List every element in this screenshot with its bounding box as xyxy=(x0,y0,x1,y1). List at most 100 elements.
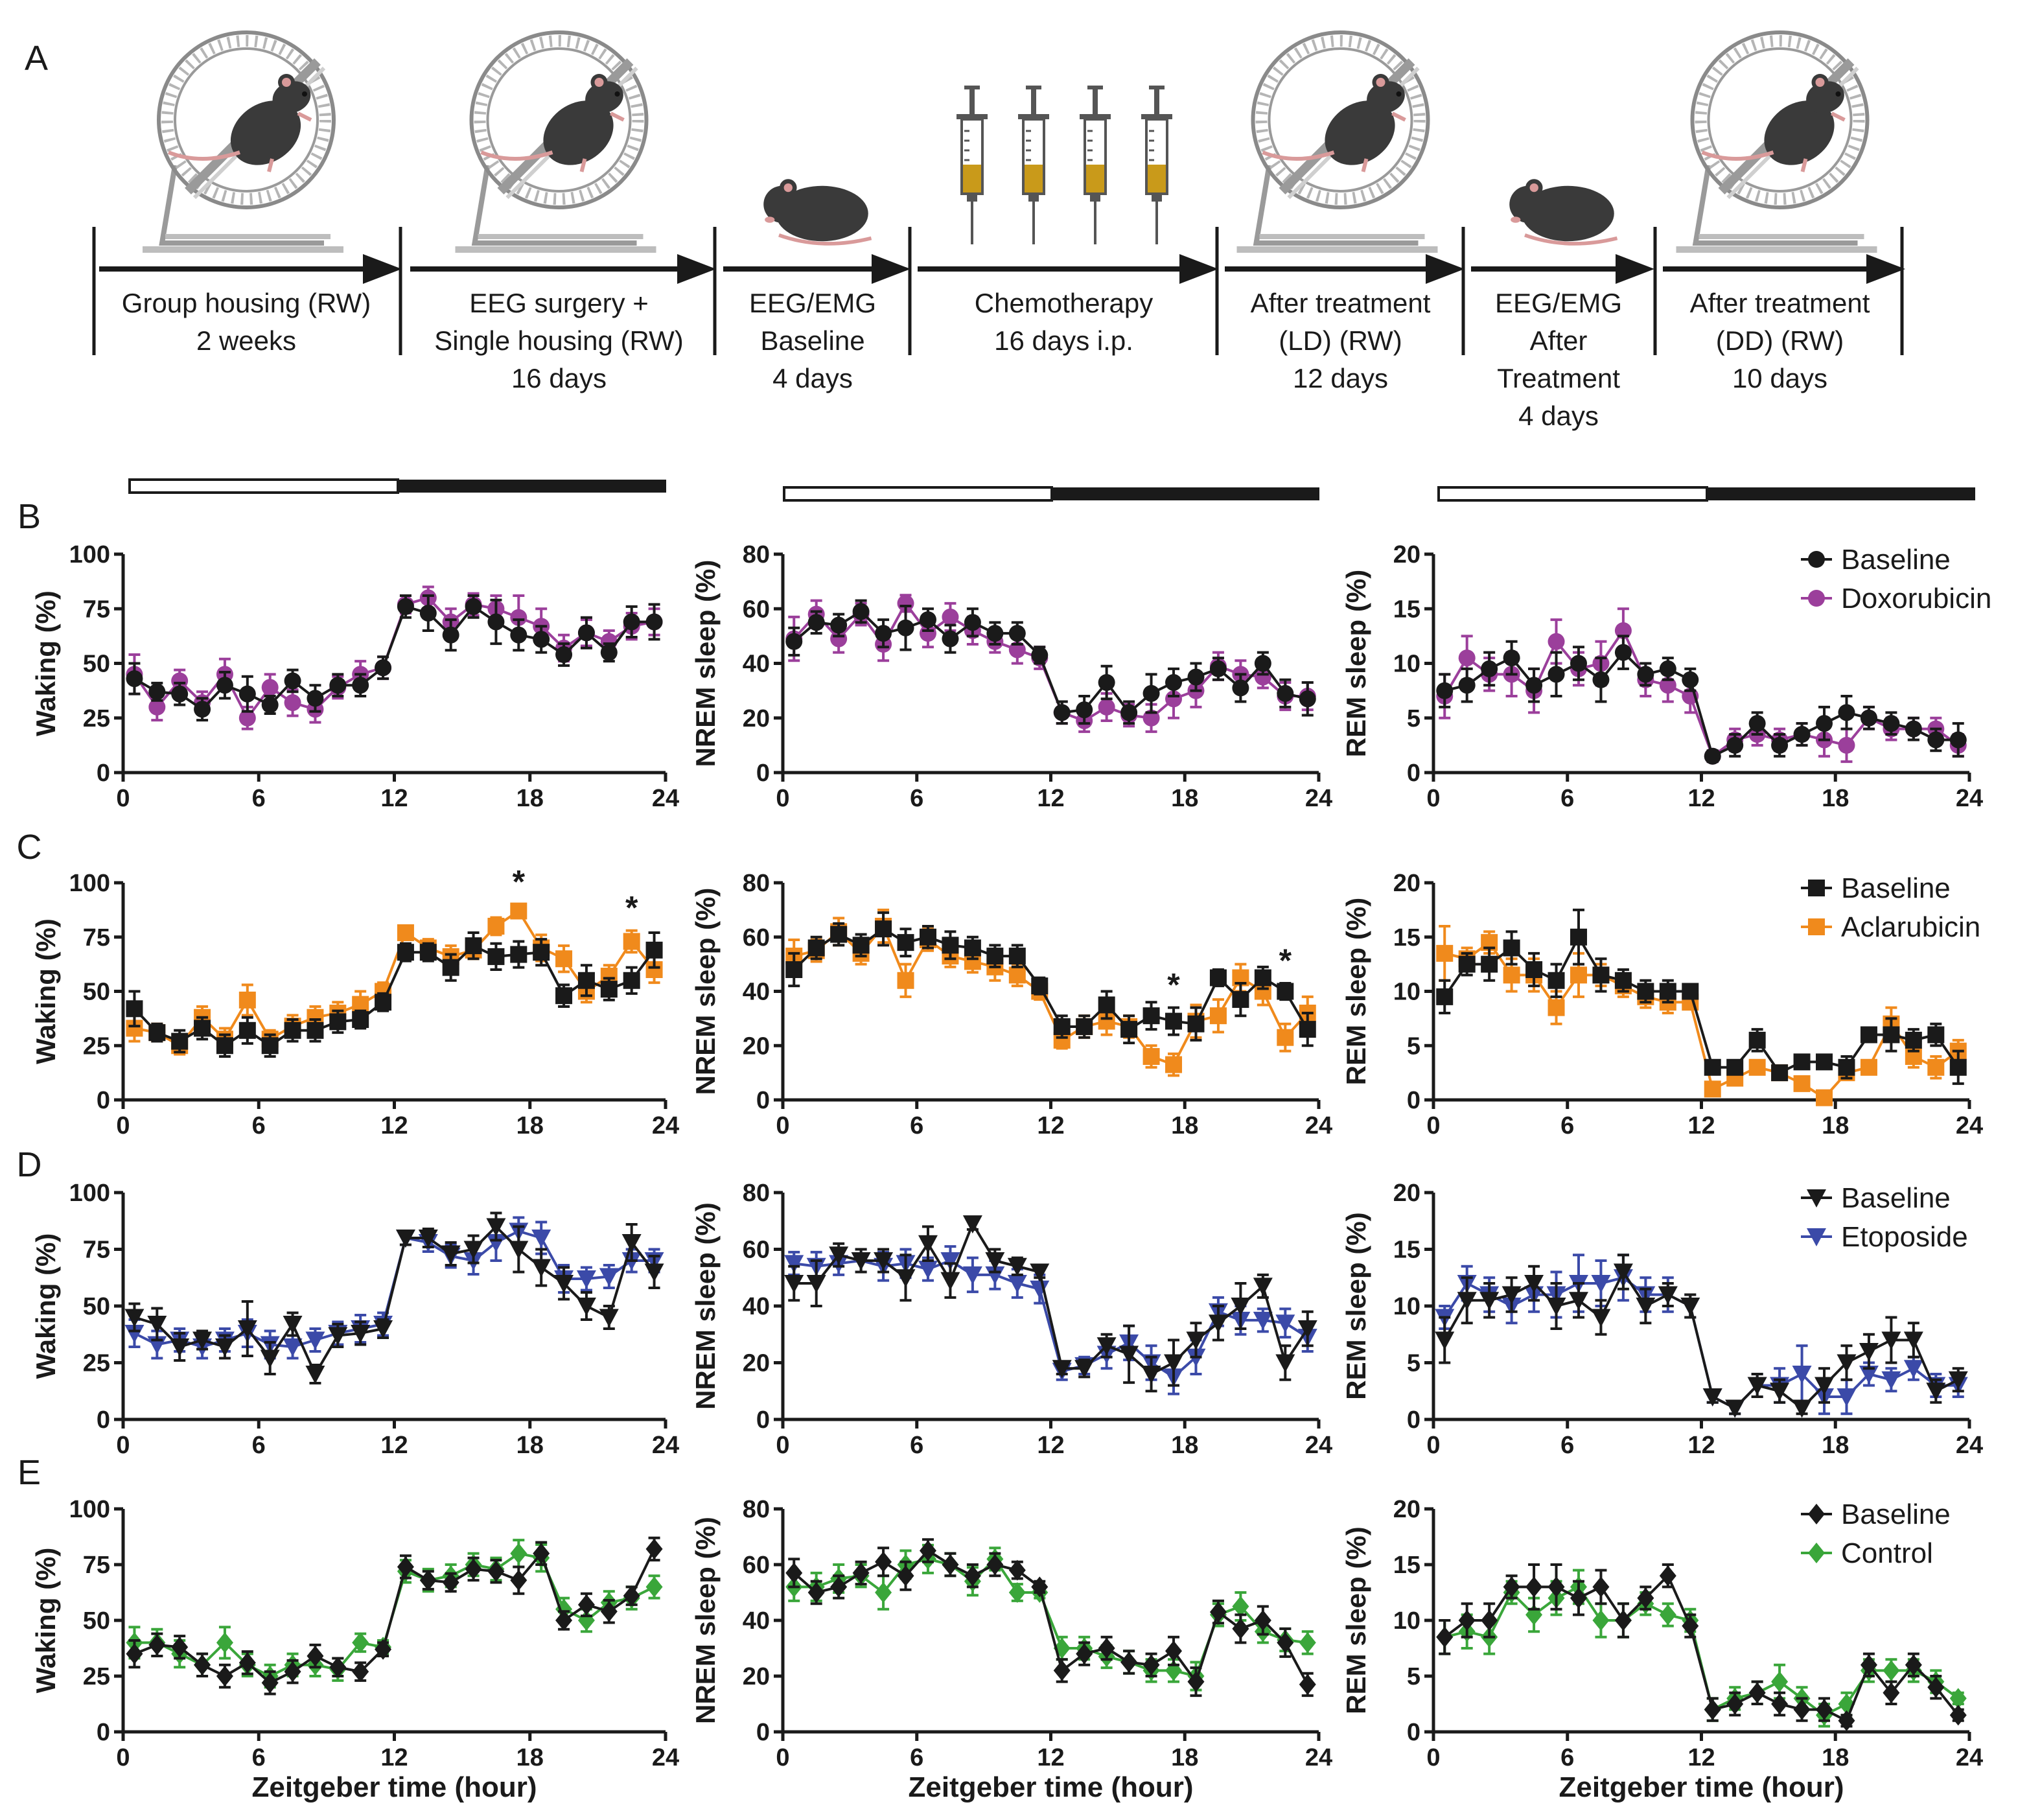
legend-item-baseline: Baseline xyxy=(1801,544,1951,576)
y-tick-label: 10 xyxy=(1393,979,1420,1006)
data-point xyxy=(1816,1699,1833,1720)
data-point xyxy=(1881,1371,1901,1390)
stage-label-line: Group housing (RW) xyxy=(122,288,371,318)
data-point xyxy=(1501,1286,1522,1305)
timeline-arrow-head-icon xyxy=(1179,254,1218,284)
data-point xyxy=(352,677,369,694)
data-point xyxy=(964,1565,981,1587)
timeline-arrow-head-icon xyxy=(1426,254,1465,284)
data-point xyxy=(194,701,211,718)
data-point xyxy=(599,1268,619,1287)
data-point xyxy=(171,1637,189,1658)
x-tick-label: 24 xyxy=(1956,1432,1983,1459)
data-point xyxy=(1927,1677,1945,1698)
data-point xyxy=(962,1215,982,1234)
data-point xyxy=(1299,1674,1316,1695)
data-point xyxy=(1525,1576,1543,1598)
data-point xyxy=(1570,966,1587,984)
data-point xyxy=(1254,969,1271,986)
data-point xyxy=(375,1639,392,1660)
data-point xyxy=(237,1320,257,1338)
data-point xyxy=(1187,668,1205,686)
data-point xyxy=(510,1543,528,1564)
data-point xyxy=(238,991,256,1009)
data-point xyxy=(1883,1660,1900,1681)
data-point xyxy=(1299,690,1316,708)
data-point xyxy=(418,1230,438,1248)
x-tick-label: 6 xyxy=(1560,1744,1574,1771)
data-point xyxy=(1231,1298,1251,1316)
data-point xyxy=(171,685,189,703)
y-tick-label: 40 xyxy=(743,651,770,678)
stage-label-line: Chemotherapy xyxy=(975,288,1153,318)
data-point xyxy=(555,987,573,1005)
x-tick-label: 6 xyxy=(252,785,266,812)
legend: Baseline Doxorubicin xyxy=(1801,544,1991,614)
data-point xyxy=(1119,1346,1139,1364)
data-point xyxy=(1436,682,1454,699)
data-point xyxy=(284,672,301,690)
y-tick-label: 0 xyxy=(97,1719,110,1746)
data-point xyxy=(1232,679,1249,697)
data-point xyxy=(1503,966,1520,984)
data-point xyxy=(1726,1058,1744,1076)
data-point xyxy=(397,598,414,615)
data-point xyxy=(576,1298,596,1316)
data-point xyxy=(942,1554,959,1575)
data-point xyxy=(897,972,914,989)
data-point xyxy=(964,614,981,631)
data-point xyxy=(1142,1654,1160,1675)
series-line xyxy=(1443,629,1959,758)
data-point xyxy=(1481,660,1498,677)
data-point xyxy=(1808,1543,1825,1563)
series-baseline xyxy=(124,1211,664,1384)
y-tick-label: 0 xyxy=(1407,1719,1420,1746)
legend: Baseline Etoposide xyxy=(1801,1182,1968,1253)
data-point xyxy=(1659,660,1676,677)
x-tick-label: 0 xyxy=(1426,1744,1440,1771)
series-baseline xyxy=(1436,635,1967,765)
significance-star: * xyxy=(1279,942,1292,979)
timeline-stage-3: EEG/EMG Baseline 4 days xyxy=(723,179,910,393)
data-point xyxy=(1837,1354,1857,1373)
data-point xyxy=(1614,1610,1632,1631)
data-point xyxy=(216,1632,233,1653)
data-point xyxy=(1548,999,1565,1016)
stage-label-line: Treatment xyxy=(1497,363,1620,393)
timeline-stage-7: After treatment (DD) (RW) 10 days xyxy=(1663,32,1905,393)
x-tick-label: 24 xyxy=(652,1112,679,1139)
series-doxorubicin xyxy=(1436,607,1967,765)
data-point xyxy=(554,1275,574,1293)
series-baseline xyxy=(126,1536,663,1696)
data-point xyxy=(623,972,640,989)
data-point xyxy=(1481,1610,1498,1631)
data-point xyxy=(807,1582,825,1603)
y-tick-label: 60 xyxy=(743,1237,770,1264)
data-point xyxy=(1815,1377,1835,1395)
data-point xyxy=(1748,1058,1766,1076)
data-point xyxy=(1704,1080,1721,1098)
chart-e-2: 0 20 40 60 80 0 6 12 18 24 NREM sleep (%) Zeitgeber… xyxy=(690,1496,1332,1803)
syringe-icon xyxy=(955,84,989,246)
y-tick-label: 25 xyxy=(83,1350,110,1377)
data-point xyxy=(329,1013,347,1031)
data-point xyxy=(170,1338,190,1357)
x-tick-label: 24 xyxy=(652,1432,679,1459)
x-tick-label: 6 xyxy=(910,1432,923,1459)
data-point xyxy=(1592,1576,1610,1598)
y-tick-label: 5 xyxy=(1407,1032,1420,1060)
chart-b-3: 0 5 10 15 20 0 6 12 18 24 REM sleep (%) Baseline Dox… xyxy=(1341,541,1991,812)
data-point xyxy=(442,626,459,644)
data-point xyxy=(829,1246,849,1265)
data-point xyxy=(1186,1331,1206,1350)
x-tick-label: 18 xyxy=(1822,1112,1849,1139)
x-tick-label: 18 xyxy=(1822,1744,1849,1771)
data-point xyxy=(785,633,803,650)
data-point xyxy=(1030,1263,1050,1282)
chart-d-3: 0 5 10 15 20 0 6 12 18 24 REM sleep (%) Baseline Eto… xyxy=(1341,1180,1983,1459)
data-point xyxy=(1771,1671,1789,1692)
data-point xyxy=(830,630,848,648)
y-tick-label: 100 xyxy=(69,1180,110,1207)
y-tick-label: 20 xyxy=(1393,1180,1420,1207)
data-point xyxy=(1770,1382,1790,1401)
